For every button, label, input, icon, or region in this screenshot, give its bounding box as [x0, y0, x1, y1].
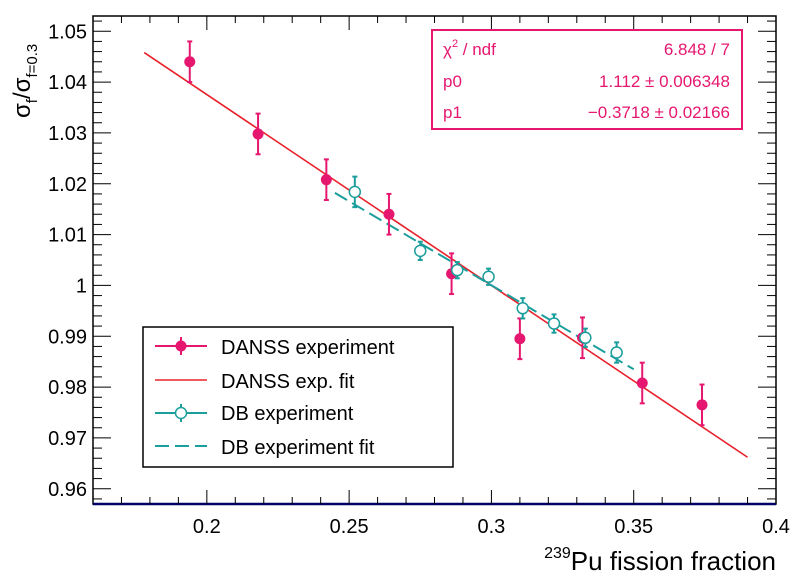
db-point-marker: [414, 244, 427, 258]
db-point: [579, 327, 592, 348]
db-point: [516, 297, 529, 320]
stats-chi2-value: 6.848 / 7: [664, 40, 730, 59]
fit-stats-box: χ2 / ndf 6.848 / 7 p0 1.112 ± 0.006348 p…: [431, 29, 743, 130]
db-point: [482, 267, 495, 286]
data-points: [184, 40, 708, 427]
x-axis-title-main: Pu fission fraction: [571, 546, 776, 576]
x-axis-title: 239Pu fission fraction: [544, 545, 776, 576]
legend-label-db-fit: DB experiment fit: [221, 437, 375, 459]
y-tick-label: 1.04: [48, 72, 87, 94]
x-tick-label: 0.35: [614, 516, 653, 538]
y-axis-title-sub1: f: [24, 98, 41, 103]
y-axis-title-slash: /σ: [9, 77, 36, 99]
stats-p1-value: −0.3718 ± 0.02166: [588, 103, 730, 122]
db-point-marker: [610, 346, 623, 359]
y-axis-title: σf/σf=0.3: [9, 44, 41, 118]
stats-chi2-label: χ2 / ndf: [443, 38, 496, 59]
stats-p0-value: 1.112 ± 0.006348: [599, 72, 730, 91]
db-point-marker: [348, 185, 362, 199]
axis-ticks: [93, 16, 777, 504]
y-tick-label: 1: [76, 275, 87, 297]
legend-label-danss-fit: DANSS exp. fit: [221, 371, 355, 393]
danss-point-marker: [514, 333, 526, 345]
y-tick-label: 0.96: [48, 479, 87, 501]
danss-point-marker: [383, 208, 395, 220]
x-axis-title-sup: 239: [544, 545, 571, 562]
db-point-marker: [547, 317, 561, 330]
stats-p0-label: p0: [443, 72, 462, 91]
tick-labels: 0.2 0.25 0.3 0.35 0.4 0.96 0.97 0.98 0.99 1 1.01 1.…: [48, 21, 790, 538]
db-point: [348, 175, 362, 209]
fit-stats-frame: [431, 29, 743, 130]
legend: DANSS experiment DANSS exp. fit DB exper…: [142, 326, 454, 468]
danss-point: [514, 317, 526, 361]
danss-point-marker: [636, 377, 648, 389]
x-tick-label: 0.4: [762, 516, 790, 538]
danss-point-marker: [184, 56, 196, 68]
danss-point-marker: [252, 128, 264, 140]
danss-point-marker: [696, 399, 708, 411]
stats-p1-label: p1: [443, 103, 462, 122]
legend-keys: [155, 337, 207, 447]
x-tick-label: 0.3: [478, 516, 506, 538]
danss-fit-line: [143, 51, 748, 458]
legend-label-danss-experiment: DANSS experiment: [221, 337, 395, 359]
danss-point: [320, 158, 332, 202]
x-tick-label: 0.25: [330, 516, 369, 538]
danss-point: [696, 383, 708, 427]
db-point: [547, 313, 561, 334]
y-axis-title-sub2: f=0.3: [24, 44, 41, 78]
db-point: [610, 341, 623, 364]
db-point-marker: [516, 302, 529, 315]
legend-key-danss-experiment-marker: [175, 340, 187, 352]
db-point-marker: [482, 270, 495, 284]
y-tick-label: 1.03: [48, 123, 87, 145]
db-point-marker: [579, 331, 592, 345]
db-point-marker: [451, 263, 464, 277]
db-point: [414, 240, 427, 261]
legend-frame: [142, 326, 454, 468]
db-point: [451, 261, 464, 280]
y-tick-label: 0.99: [48, 326, 87, 348]
legend-key-db-experiment-marker: [174, 406, 188, 420]
y-tick-label: 0.97: [48, 428, 87, 450]
y-tick-label: 1.01: [48, 225, 87, 247]
danss-point: [636, 361, 648, 405]
danss-point: [383, 192, 395, 236]
y-tick-label: 1.02: [48, 174, 87, 196]
legend-label-db-experiment: DB experiment: [221, 403, 354, 425]
x-tick-label: 0.2: [193, 516, 221, 538]
danss-point: [184, 40, 196, 84]
y-tick-label: 0.98: [48, 377, 87, 399]
y-axis-title-sigma: σ: [9, 103, 36, 118]
danss-point-marker: [320, 174, 332, 186]
danss-point: [252, 112, 264, 156]
y-tick-label: 1.05: [48, 21, 87, 43]
